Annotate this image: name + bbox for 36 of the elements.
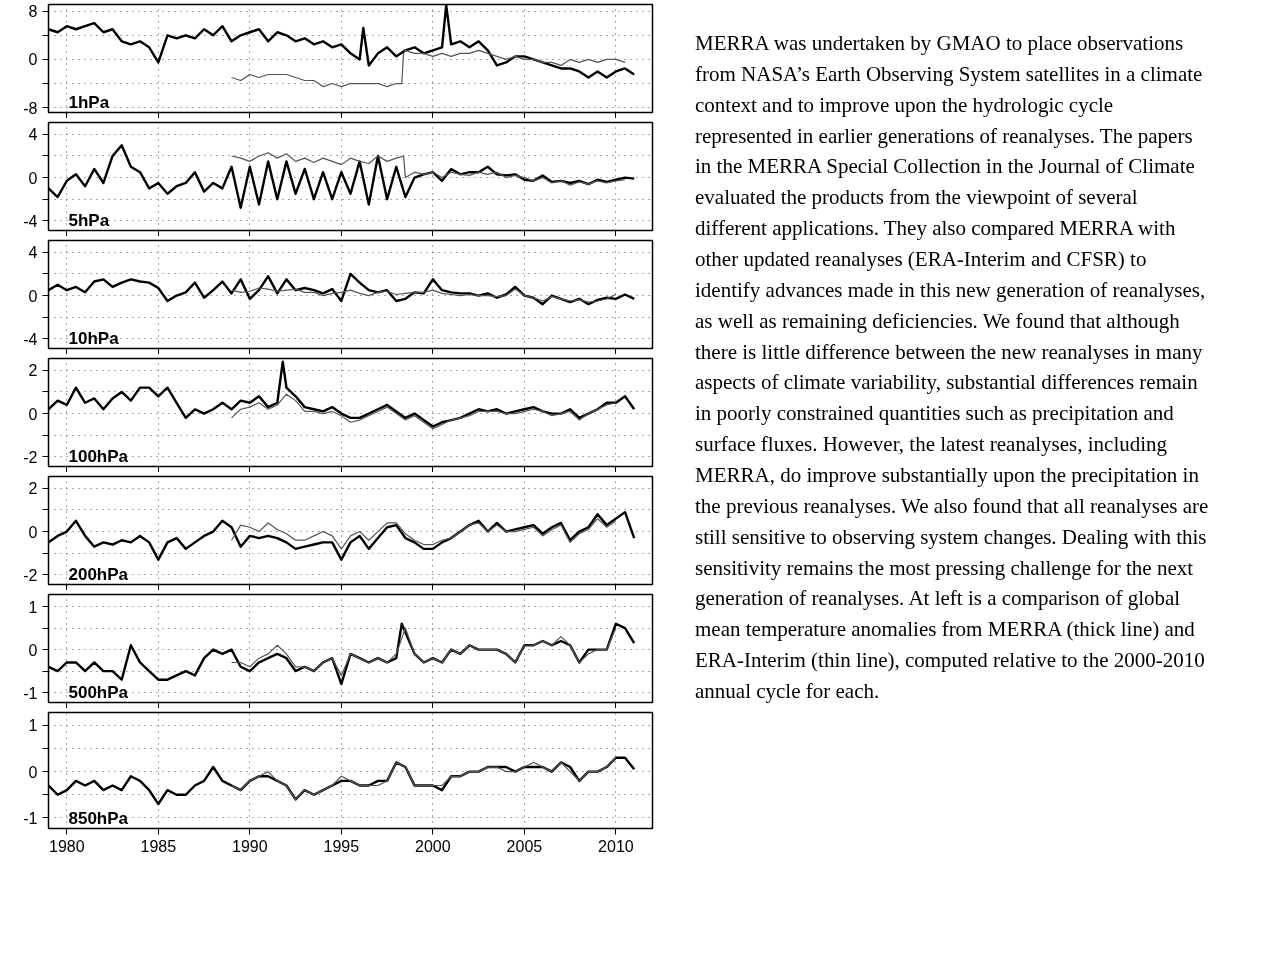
y-tick-label: -4 [23, 330, 38, 348]
y-tick-label: -2 [23, 566, 38, 584]
y-tick-label: -8 [23, 99, 38, 117]
annotation: 500hPa [68, 682, 129, 702]
x-tick-label: 1985 [140, 837, 177, 855]
annotation: 5hPa [68, 210, 110, 230]
x-tick-label: 1995 [323, 837, 360, 855]
y-tick-label: 2 [28, 480, 38, 498]
annotation: 200hPa [68, 564, 129, 584]
x-tick-label: 2000 [415, 837, 451, 855]
text: MERRA was undertaken by GMAO to place observations from NASA’s Earth Observing System satellites in a climate context and to improve upon the hydrologic cycle represented in earlier generations of reanalyses. The papers in the MERRA Special Collection in the Journal of Climate evaluated the products from the viewpoint of several different applications. They also compared MERRA with other updated reanalyses (ERA-Interim and CFSR) to identify advances made in this new generation of reanalyses, as well as remaining deficiencies. We found that although there is little difference between the new reanalyses in many aspects of climate variability, substantial differences remain in poorly constrained quantities such as precipitation and surface fluxes. However, the latest reanalyses, including MERRA, do improve substantially upon the precipitation in the previous reanalyses. We also found that all reanalyses are still sensitive to observing system changes. Dealing with this sensitivity remains the most pressing challenge for the next generation of reanalyses. At left is a comparison of global mean temperature anomalies from MERRA (thick line) and ERA-Interim (thin line), computed relative to the 2000-2010 annual cycle for each. [695, 31, 1209, 704]
annotation: 1hPa [68, 92, 110, 112]
x-tick-label: 1980 [49, 837, 85, 855]
y-tick-label: -2 [23, 448, 38, 466]
annotation: 850hPa [68, 808, 129, 828]
y-tick-label: 0 [28, 51, 38, 69]
y-tick-label: -1 [23, 684, 38, 702]
y-tick-label: 0 [28, 405, 38, 423]
y-tick-label: 4 [28, 126, 38, 144]
x-tick-label: 1990 [232, 837, 268, 855]
annotation: 100hPa [68, 446, 129, 466]
y-tick-label: 0 [28, 523, 38, 541]
y-tick-label: 8 [28, 3, 38, 21]
y-tick-label: 4 [28, 244, 38, 262]
y-tick-label: 1 [28, 717, 38, 735]
y-tick-label: 0 [28, 641, 38, 659]
annotation: 10hPa [68, 328, 120, 348]
y-tick-label: 0 [28, 763, 38, 781]
y-tick-label: 2 [28, 362, 38, 380]
y-tick-label: 0 [28, 287, 38, 305]
y-tick-label: -4 [23, 212, 38, 230]
x-tick-label: 2005 [506, 837, 543, 855]
y-tick-label: 0 [28, 169, 38, 187]
y-tick-label: -1 [23, 809, 38, 827]
x-tick-label: 2010 [598, 837, 634, 855]
y-tick-label: 1 [28, 598, 38, 616]
